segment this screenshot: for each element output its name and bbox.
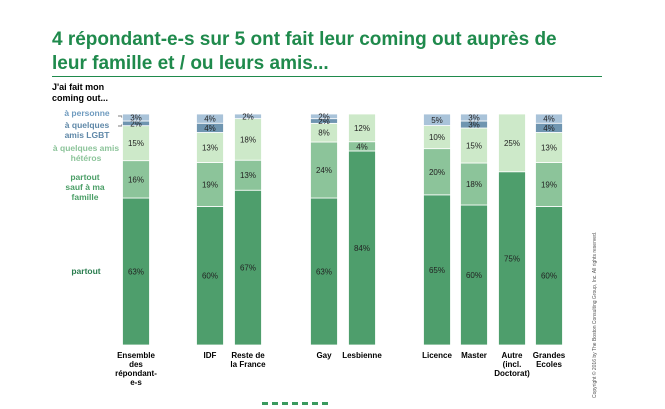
category-label: IDF (204, 351, 217, 360)
bar-value-label: 15% (128, 139, 144, 148)
bar-value-label: 4% (204, 115, 216, 124)
bar-segment (423, 113, 451, 126)
category-label: Gay (316, 351, 332, 360)
bar-segment (310, 113, 338, 120)
bar-value-label: 63% (316, 268, 332, 277)
bar-segment (234, 118, 262, 161)
category-label: Licence (422, 351, 452, 360)
bar-value-label: 3% (130, 114, 142, 123)
legend-connector (118, 115, 123, 118)
legend-heading: J'ai fait mon coming out... (52, 82, 108, 103)
legend-label-heteros: à quelques amis hétéros (52, 143, 120, 163)
bar-value-label: 19% (541, 180, 557, 189)
bar-segment (535, 113, 563, 124)
bar-value-label: 18% (466, 180, 482, 189)
bar-segment (460, 127, 488, 164)
bar-value-label: 13% (240, 171, 256, 180)
legend-label-lgbt: à quelques amis LGBT (64, 120, 110, 140)
bar-value-label: 13% (541, 143, 557, 152)
bar-value-label: 75% (504, 254, 520, 263)
bar-segment (460, 204, 488, 346)
bar-segment (310, 197, 338, 346)
bar-value-label: 20% (429, 168, 445, 177)
chart-title: 4 répondant-e-s sur 5 ont fait leur comi… (52, 29, 557, 74)
copyright-notice: Copyright © 2016 by The Boston Consultin… (592, 231, 598, 398)
bar-value-label: 2% (242, 112, 254, 121)
bar-value-label: 63% (128, 268, 144, 277)
bar-value-label: 4% (543, 124, 555, 133)
bar-value-label: 8% (318, 129, 330, 138)
category-label: Grandes Ecoles (533, 351, 566, 369)
category-label: Ensemble des répondant-e-s (115, 351, 157, 387)
bar-value-label: 65% (429, 266, 445, 275)
bar-segment (196, 162, 224, 207)
bar-segment (498, 113, 526, 173)
bar-value-label: 60% (202, 272, 218, 281)
bar-segment (348, 113, 376, 143)
bar-value-label: 12% (354, 124, 370, 133)
bar-segment (234, 113, 262, 120)
bar-segment (122, 125, 150, 162)
bar-value-label: 19% (202, 180, 218, 189)
category-label: Lesbienne (342, 351, 382, 360)
bar-value-label: 84% (354, 244, 370, 253)
footer-decoration (262, 402, 332, 405)
legend-label-partout: partout (71, 266, 101, 276)
bar-value-label: 2% (318, 117, 330, 126)
bar-value-label: 24% (316, 166, 332, 175)
bar-value-label: 10% (429, 133, 445, 142)
bar-value-label: 25% (504, 139, 520, 148)
bar-segment (460, 113, 488, 122)
bar-segment (498, 171, 526, 346)
bar-segment (423, 194, 451, 346)
title-divider (52, 76, 602, 77)
legend-label-personne: à personne (64, 108, 110, 118)
bar-segment (348, 150, 376, 346)
bar-segment (234, 189, 262, 346)
bar-value-label: 4% (204, 124, 216, 133)
bar-value-label: 3% (468, 114, 480, 123)
bar-value-label: 60% (541, 272, 557, 281)
legend-connector (118, 124, 123, 127)
bar-value-label: 16% (128, 175, 144, 184)
bar-value-label: 3% (468, 121, 480, 130)
bar-value-label: 4% (356, 142, 368, 151)
bar-value-label: 2% (318, 112, 330, 121)
bar-value-label: 4% (543, 115, 555, 124)
bar-segment (122, 160, 150, 199)
bar-segment (535, 132, 563, 163)
bar-value-label: 5% (431, 116, 443, 125)
bar-segment (122, 113, 150, 122)
bar-value-label: 60% (466, 271, 482, 280)
category-label: Master (461, 351, 487, 360)
bar-value-label: 2% (130, 119, 142, 128)
bar-segment (196, 113, 224, 124)
bar-segment (196, 205, 224, 346)
bar-value-label: 18% (240, 135, 256, 144)
bar-value-label: 67% (240, 264, 256, 273)
bar-segment (535, 162, 563, 207)
bar-segment (234, 159, 262, 191)
category-label: Reste de la France (230, 351, 266, 369)
bar-value-label: 15% (466, 142, 482, 151)
legend-label-partout-sauf: partout sauf à ma famille (65, 172, 105, 202)
bar-value-label: 13% (202, 143, 218, 152)
category-label: Autre (incl. Doctorat) (494, 351, 530, 378)
